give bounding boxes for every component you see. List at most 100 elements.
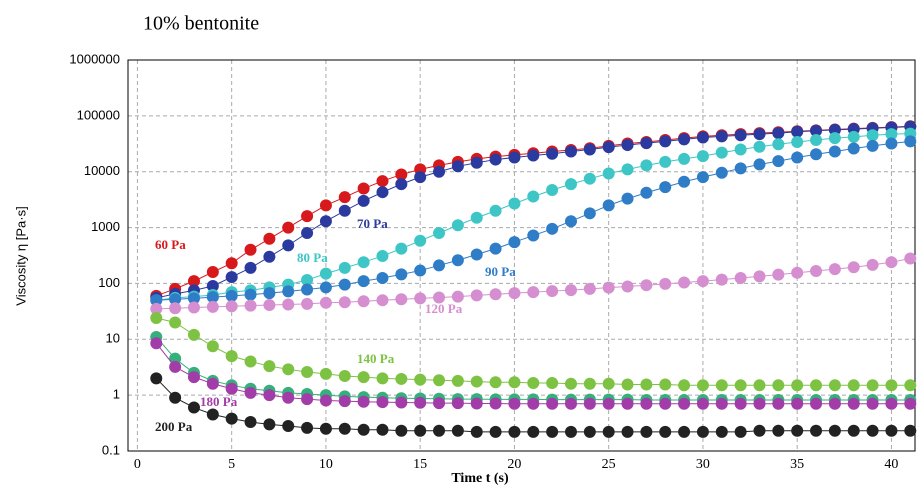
data-point [282, 285, 295, 298]
data-point [828, 145, 841, 158]
data-point [772, 397, 785, 410]
data-point [433, 165, 446, 178]
data-point [225, 382, 238, 395]
data-point [791, 151, 804, 164]
data-point [678, 152, 691, 165]
data-point [206, 266, 219, 279]
data-point [301, 365, 314, 378]
data-point [772, 268, 785, 281]
data-point [810, 397, 823, 410]
data-point [583, 143, 596, 156]
data-point [583, 207, 596, 220]
x-tick-label: 35 [790, 457, 804, 472]
series-label: 120 Pa [425, 301, 463, 316]
data-point [753, 397, 766, 410]
data-point [206, 377, 219, 390]
data-point [564, 397, 577, 410]
data-point [885, 137, 898, 150]
data-point [527, 397, 540, 410]
data-point [828, 379, 841, 392]
data-point [885, 379, 898, 392]
data-point [225, 271, 238, 284]
data-point [376, 372, 389, 385]
data-point [753, 424, 766, 437]
data-point [169, 391, 182, 404]
data-point [734, 143, 747, 156]
data-point [244, 386, 257, 399]
data-point [602, 397, 615, 410]
data-point [357, 395, 370, 408]
y-tick-label: 100000 [77, 107, 120, 122]
data-point [169, 293, 182, 306]
x-tick-label: 25 [602, 457, 616, 472]
data-point [602, 167, 615, 180]
data-point [546, 222, 559, 235]
data-point [508, 376, 521, 389]
data-point [640, 186, 653, 199]
data-point [828, 263, 841, 276]
data-point [810, 379, 823, 392]
data-point [319, 394, 332, 407]
data-point [225, 350, 238, 363]
data-point [715, 425, 728, 438]
data-point [847, 397, 860, 410]
data-point [357, 194, 370, 207]
data-point [696, 397, 709, 410]
data-point [489, 242, 502, 255]
data-point [395, 424, 408, 437]
data-point [357, 182, 370, 195]
data-point [564, 377, 577, 390]
data-point [187, 301, 200, 314]
data-point [376, 272, 389, 285]
data-point [583, 425, 596, 438]
y-tick-label: 100 [98, 275, 120, 290]
data-point [414, 424, 427, 437]
data-point [772, 424, 785, 437]
series-label: 70 Pa [357, 216, 388, 231]
x-axis-title: Time t (s) [451, 471, 509, 486]
data-point [338, 278, 351, 291]
data-point [904, 252, 917, 265]
x-tick-label: 20 [507, 457, 521, 472]
data-point [150, 337, 163, 350]
data-point [753, 270, 766, 283]
data-point [885, 128, 898, 141]
data-point [885, 256, 898, 269]
data-point [376, 249, 389, 262]
data-point [206, 279, 219, 292]
data-point [187, 275, 200, 288]
data-point [602, 141, 615, 154]
data-point [187, 328, 200, 341]
data-point [414, 373, 427, 386]
data-point [150, 312, 163, 325]
data-point [169, 302, 182, 315]
data-point [791, 266, 804, 279]
data-point [696, 150, 709, 163]
data-point [734, 397, 747, 410]
data-point [470, 211, 483, 224]
data-point [187, 371, 200, 384]
data-point [263, 389, 276, 402]
data-point [583, 282, 596, 295]
data-point [395, 178, 408, 191]
data-point [904, 397, 917, 410]
data-point [810, 124, 823, 137]
data-point [433, 397, 446, 410]
data-point [659, 277, 672, 290]
data-point [414, 171, 427, 184]
y-tick-label: 10 [106, 331, 120, 346]
data-point [169, 316, 182, 329]
data-point [169, 352, 182, 365]
series-label: 200 Pa [155, 419, 193, 434]
data-point [376, 294, 389, 307]
data-point [508, 151, 521, 164]
y-tick-label: 0.1 [102, 442, 120, 457]
data-point [621, 425, 634, 438]
x-tick-label: 40 [884, 457, 898, 472]
data-point [508, 425, 521, 438]
data-point [508, 287, 521, 300]
data-point [263, 232, 276, 245]
data-point [602, 377, 615, 390]
data-point [338, 370, 351, 383]
data-point [451, 160, 464, 173]
